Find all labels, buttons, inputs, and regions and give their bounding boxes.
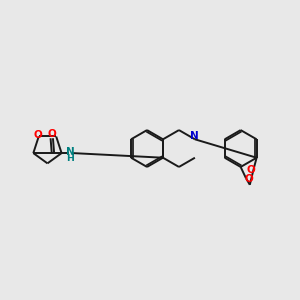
Text: O: O xyxy=(246,165,255,175)
Text: O: O xyxy=(47,129,56,140)
Text: O: O xyxy=(244,174,253,184)
Text: N: N xyxy=(190,131,199,141)
Text: O: O xyxy=(33,130,42,140)
Text: H: H xyxy=(66,154,74,163)
Text: N: N xyxy=(66,147,75,157)
